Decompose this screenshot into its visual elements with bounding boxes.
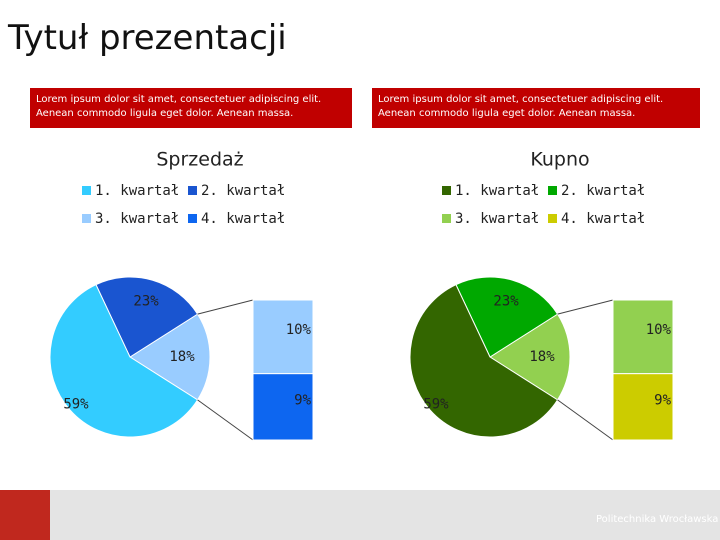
legend-swatch — [548, 214, 557, 223]
pie-slice — [455, 276, 559, 358]
legend-swatch — [442, 214, 451, 223]
footer-band — [0, 490, 720, 540]
legend-swatch — [188, 214, 197, 223]
pie-slice — [409, 283, 559, 438]
text-box: Lorem ipsum dolor sit amet, consectetuer… — [30, 88, 352, 128]
connector — [557, 399, 614, 441]
bar-segment — [612, 299, 674, 375]
legend-swatch — [188, 186, 197, 195]
data-label: 18% — [529, 349, 555, 365]
legend-swatch — [442, 186, 451, 195]
data-label: 59% — [423, 397, 449, 413]
data-label: 18% — [169, 349, 195, 365]
pie-slice — [95, 276, 199, 358]
footer-text: Politechnika Wrocławska — [596, 514, 719, 525]
connector — [557, 299, 614, 315]
data-label: 23% — [493, 294, 519, 310]
text-box: Lorem ipsum dolor sit amet, consectetuer… — [372, 88, 700, 128]
pie-slice — [49, 283, 199, 438]
pie-slice — [489, 313, 571, 401]
bar-segment — [252, 299, 314, 375]
data-label: 59% — [63, 397, 89, 413]
data-label: 23% — [133, 294, 159, 310]
data-label: 10% — [286, 322, 312, 338]
footer-block — [0, 490, 50, 540]
legend-label: 4. kwartał — [561, 211, 645, 227]
charts: Sprzedaż 1. kwartał 2. kwartał 3. kwartał 4.… — [49, 149, 674, 441]
legend-label: 1. kwartał — [455, 183, 539, 199]
data-label: 10% — [646, 322, 672, 338]
connector — [197, 299, 254, 315]
pie-slice — [129, 313, 211, 401]
data-label: 9% — [654, 393, 671, 409]
legend-label: 4. kwartał — [201, 211, 285, 227]
bar-segment — [612, 373, 674, 441]
legend-label: 3. kwartał — [95, 211, 179, 227]
connector — [197, 399, 254, 441]
chart-title: Kupno — [530, 149, 589, 171]
bar-segment — [252, 373, 314, 441]
legend-label: 2. kwartał — [561, 183, 645, 199]
legend-label: 1. kwartał — [95, 183, 179, 199]
chart-title: Sprzedaż — [156, 149, 243, 171]
legend-swatch — [548, 186, 557, 195]
legend-label: 3. kwartał — [455, 211, 539, 227]
legend-swatch — [82, 214, 91, 223]
slide-title: Tytuł prezentacji — [8, 18, 287, 58]
legend-swatch — [82, 186, 91, 195]
data-label: 9% — [294, 393, 311, 409]
legend-label: 2. kwartał — [201, 183, 285, 199]
